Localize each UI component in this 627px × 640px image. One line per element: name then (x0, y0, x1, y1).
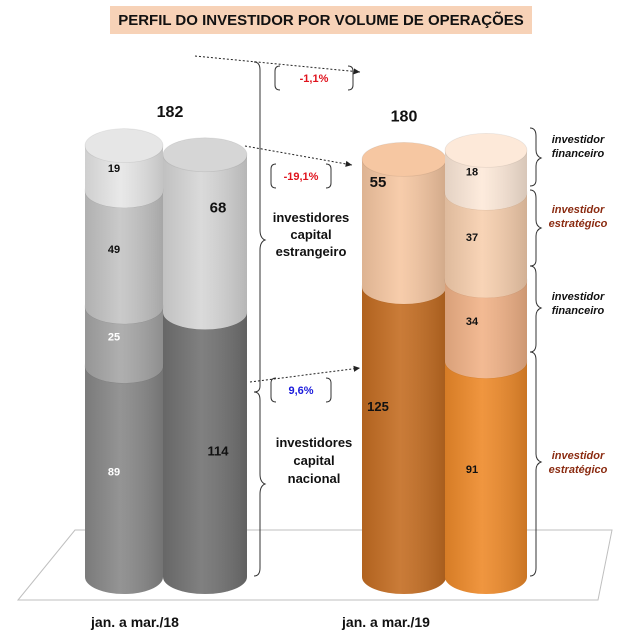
group-label-estrangeiro-3: estrangeiro (276, 244, 347, 259)
back-cylinder-estrangeiro-0-shade (163, 154, 247, 330)
floor-plane (16, 529, 613, 601)
front-segment-0-0-shade (85, 145, 163, 208)
change-box-right-0 (347, 65, 354, 91)
change-arrowhead-2 (353, 365, 360, 372)
bracket-nacional-left (253, 391, 267, 577)
back-cylinder-nacional-1-shade (362, 287, 446, 594)
front-segment-0-2-shade (85, 306, 163, 384)
back-label-nacional-0: 114 (208, 444, 230, 459)
change-arrow-1 (244, 145, 353, 166)
right-label-estrategico-estr-2: estratégico (549, 218, 608, 230)
change-box-left-2 (270, 377, 277, 403)
right-label-estrategico-estr-1: investidor (552, 204, 605, 216)
back-cylinder-top-cap-1 (361, 141, 447, 177)
change-box-right-2 (325, 377, 332, 403)
change-arrowhead-1 (345, 160, 352, 167)
front-segment-1-0-shade (445, 150, 527, 211)
front-label-0-2: 25 (108, 331, 120, 343)
group-label-nacional-3: nacional (288, 471, 341, 486)
category-label-1: jan. a mar./19 (341, 614, 430, 630)
right-label-estrategico-nac-1: investidor (552, 450, 605, 462)
back-cylinder-top-cap-0 (162, 137, 248, 173)
change-label-2: 9,6% (288, 385, 313, 397)
change-box-right-1 (325, 163, 332, 189)
bracket-right-1 (529, 127, 543, 187)
chart-title: PERFIL DO INVESTIDOR POR VOLUME DE OPERA… (118, 11, 524, 29)
front-label-0-3: 89 (108, 467, 120, 479)
right-label-estrategico-nac-2: estratégico (549, 464, 608, 476)
change-arrow-0 (194, 55, 361, 73)
group-label-nacional-2: capital (293, 453, 334, 468)
right-label-financeiro-nac-1: investidor (552, 291, 605, 303)
front-segment-1-3-shade (445, 361, 527, 594)
change-arrowhead-0 (353, 68, 360, 75)
front-segment-1-2-shade (445, 280, 527, 379)
bracket-right-4 (529, 351, 543, 577)
right-label-financeiro-estr-2: financeiro (552, 148, 605, 160)
back-label-nacional-1: 125 (367, 399, 389, 414)
back-cylinder-nacional-0-shade (163, 312, 247, 594)
total-label-1: 180 (391, 108, 418, 125)
bracket-estrangeiro-left (253, 61, 267, 393)
bracket-right-3 (529, 265, 543, 353)
change-arrow-2 (249, 367, 361, 383)
front-segment-cap-1-0 (444, 132, 528, 168)
front-segment-0-1-shade (85, 190, 163, 324)
back-cylinder-estrangeiro-1-shade (362, 159, 446, 304)
change-box-left-0 (274, 65, 281, 91)
back-label-estrangeiro-0: 68 (210, 200, 227, 217)
change-label-0: -1,1% (300, 73, 329, 85)
chart-title-box: PERFIL DO INVESTIDOR POR VOLUME DE OPERA… (110, 6, 532, 34)
change-box-left-1 (270, 163, 277, 189)
front-label-0-0: 19 (108, 163, 120, 175)
bracket-right-2 (529, 189, 543, 267)
right-label-financeiro-nac-2: financeiro (552, 305, 605, 317)
right-label-financeiro-estr-1: investidor (552, 134, 605, 146)
total-label-0: 182 (157, 104, 184, 121)
front-segment-0-3-shade (85, 366, 163, 594)
front-label-0-1: 49 (108, 244, 120, 256)
front-segment-cap-0-0 (84, 128, 164, 164)
group-label-estrangeiro-2: capital (290, 227, 331, 242)
front-label-1-0: 18 (466, 167, 478, 179)
change-label-1: -19,1% (284, 171, 319, 183)
group-label-nacional-1: investidores (276, 435, 353, 450)
back-label-estrangeiro-1: 55 (370, 174, 387, 191)
front-label-1-2: 34 (466, 316, 479, 328)
group-label-estrangeiro-1: investidores (273, 210, 350, 225)
category-label-0: jan. a mar./18 (90, 614, 179, 630)
front-label-1-1: 37 (466, 232, 478, 244)
front-segment-1-1-shade (445, 193, 527, 298)
front-label-1-3: 91 (466, 464, 478, 476)
